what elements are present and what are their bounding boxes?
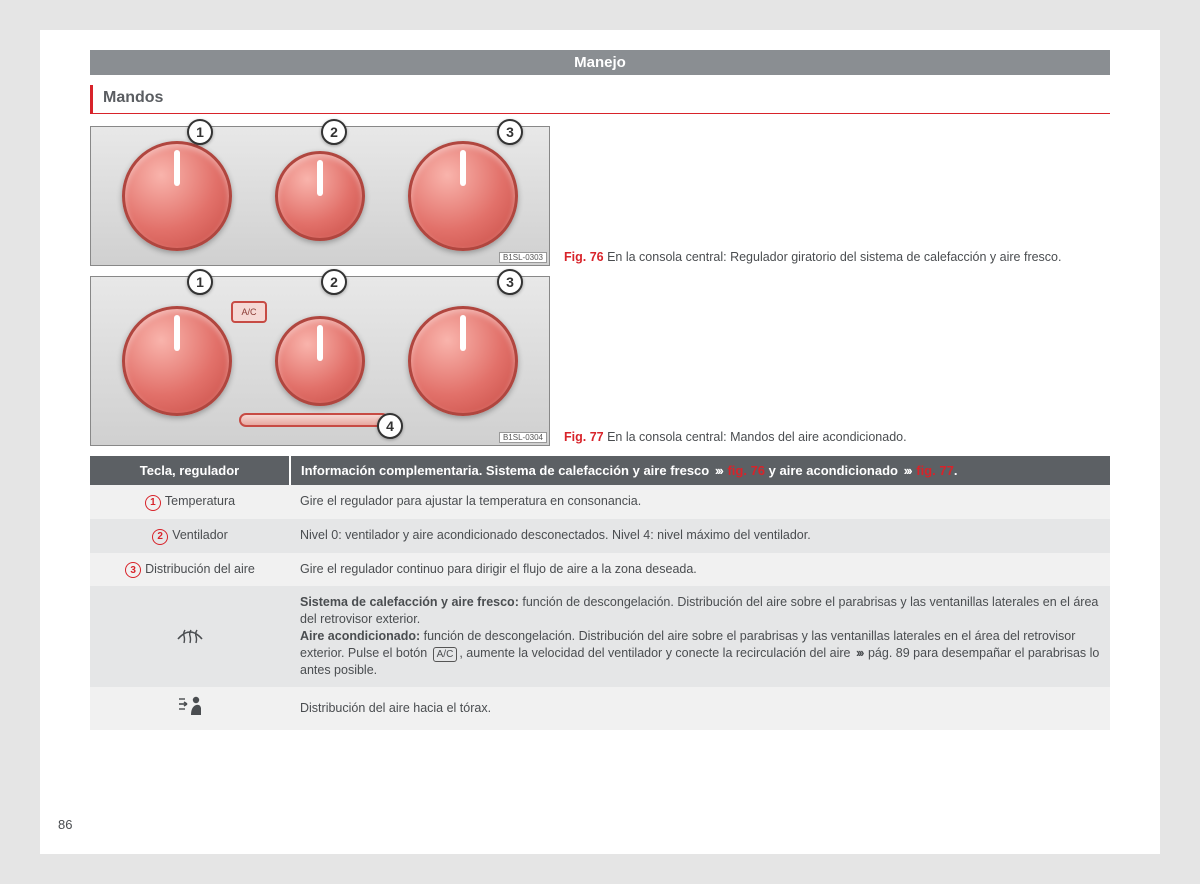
- table-row: 3 Distribución del aire Gire el regulador…: [90, 553, 1110, 587]
- figure-76-image: 1 2 3 B1SL-0303: [90, 126, 550, 266]
- head-text: y aire acondicionado: [769, 463, 902, 478]
- fan-knob: [275, 151, 365, 241]
- figure-76-caption: Fig. 76 En la consola central: Regulador…: [564, 249, 1061, 266]
- row-text: Gire el regulador continuo para dirigir …: [290, 553, 1110, 587]
- key-number: 2: [152, 529, 168, 545]
- arrow-icon: ›››: [904, 463, 911, 478]
- figure-77-caption: Fig. 77 En la consola central: Mandos de…: [564, 429, 907, 446]
- callout-4: 4: [377, 413, 403, 439]
- callout-1: 1: [187, 119, 213, 145]
- section-title: Mandos: [90, 85, 173, 113]
- controls-table: Tecla, regulador Información complementa…: [90, 456, 1110, 730]
- temperature-knob: [122, 306, 232, 416]
- bold-label: Sistema de calefacción y aire fresco:: [300, 595, 519, 609]
- arrow-icon: ›››: [715, 463, 722, 478]
- head-text: Información complementaria. Sistema de c…: [301, 463, 713, 478]
- defrost-icon: [176, 623, 204, 650]
- arrow-icon: ›››: [856, 646, 863, 660]
- figure-code: B1SL-0303: [499, 252, 547, 263]
- figure-76-row: 1 2 3 B1SL-0303 Fig. 76 En la consola ce…: [90, 126, 1110, 266]
- key-label: Temperatura: [165, 494, 235, 508]
- text: , aumente la velocidad del ventilador y …: [459, 646, 854, 660]
- recirculation-slider: [239, 413, 389, 427]
- figure-ref: Fig. 77: [564, 430, 604, 444]
- callout-3: 3: [497, 119, 523, 145]
- row-text: Distribución del aire hacia el tórax.: [290, 687, 1110, 730]
- table-row: 1 Temperatura Gire el regulador para ajus…: [90, 485, 1110, 519]
- callout-2: 2: [321, 269, 347, 295]
- section-rule: Mandos: [90, 85, 1110, 114]
- table-row: Distribución del aire hacia el tórax.: [90, 687, 1110, 730]
- row-text: Gire el regulador para ajustar la temper…: [290, 485, 1110, 519]
- bold-label: Aire acondicionado:: [300, 629, 420, 643]
- ac-inline-button: A/C: [433, 647, 458, 662]
- fig-link-77[interactable]: fig. 77: [916, 463, 954, 478]
- callout-1: 1: [187, 269, 213, 295]
- row-text: Nivel 0: ventilador y aire acondicionado…: [290, 519, 1110, 553]
- table-row: 2 Ventilador Nivel 0: ventilador y aire a…: [90, 519, 1110, 553]
- ac-button: A/C: [231, 301, 267, 323]
- fan-knob: [275, 316, 365, 406]
- chapter-header: Manejo: [90, 50, 1110, 75]
- callout-2: 2: [321, 119, 347, 145]
- torso-airflow-icon: [176, 695, 204, 722]
- page-number: 86: [58, 817, 72, 832]
- airflow-knob: [408, 306, 518, 416]
- manual-page: Manejo Mandos 1 2 3 B1SL-0303 Fig. 76 En…: [40, 30, 1160, 854]
- figure-77-row: A/C 1 2 3 4 B1SL-0304 Fig. 77 En la cons…: [90, 276, 1110, 446]
- figure-ref: Fig. 76: [564, 250, 604, 264]
- table-head-col1: Tecla, regulador: [90, 456, 290, 485]
- page-ref[interactable]: pág. 89: [868, 646, 910, 660]
- table-head-col2: Información complementaria. Sistema de c…: [290, 456, 1110, 485]
- key-label: Ventilador: [172, 528, 228, 542]
- figure-caption-text: En la consola central: Regulador girator…: [607, 250, 1061, 264]
- key-number: 3: [125, 562, 141, 578]
- key-label: Distribución del aire: [145, 562, 255, 576]
- row-text: Sistema de calefacción y aire fresco: fu…: [290, 586, 1110, 687]
- head-text: .: [954, 463, 958, 478]
- figure-77-image: A/C 1 2 3 4 B1SL-0304: [90, 276, 550, 446]
- airflow-knob: [408, 141, 518, 251]
- key-number: 1: [145, 495, 161, 511]
- figure-code: B1SL-0304: [499, 432, 547, 443]
- table-row: Sistema de calefacción y aire fresco: fu…: [90, 586, 1110, 687]
- temperature-knob: [122, 141, 232, 251]
- figure-caption-text: En la consola central: Mandos del aire a…: [607, 430, 907, 444]
- callout-3: 3: [497, 269, 523, 295]
- fig-link-76[interactable]: fig. 76: [727, 463, 765, 478]
